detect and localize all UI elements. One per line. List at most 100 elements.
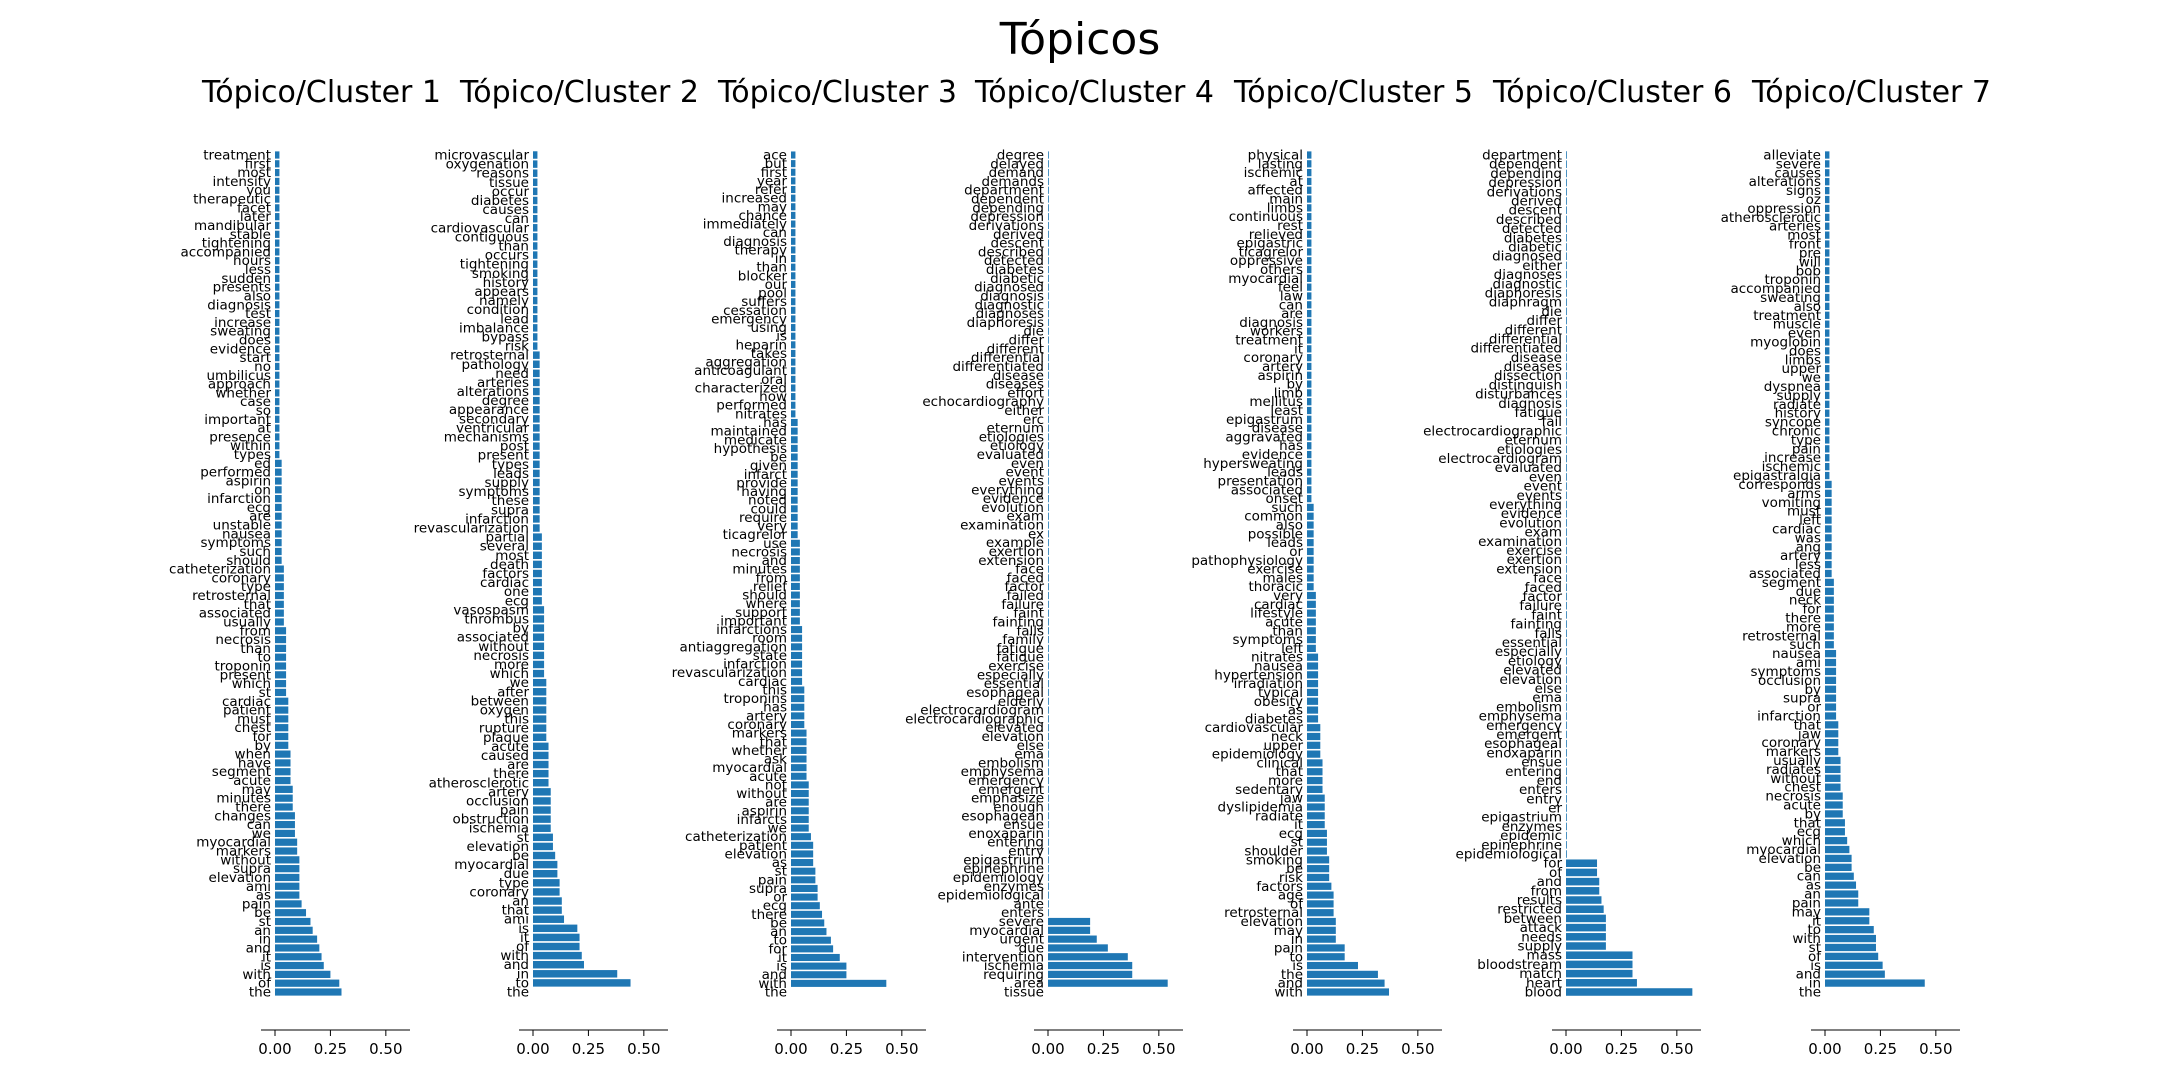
bar (533, 369, 540, 378)
bar-label: types (492, 457, 529, 473)
bar-label: males (1262, 570, 1303, 586)
bar-label: heart (1526, 975, 1562, 991)
bar (533, 469, 540, 478)
bar-label: acute (749, 769, 787, 785)
bar (533, 533, 542, 541)
bar-label: obesity (1254, 694, 1303, 710)
bar-label: be (1286, 861, 1303, 877)
bar (1825, 899, 1859, 907)
bar-label: supra (1783, 691, 1821, 707)
bar-label: supra (749, 881, 787, 897)
bar (1048, 829, 1049, 838)
bar-label: supra (491, 502, 529, 518)
bar (1825, 872, 1854, 880)
bar-label: ed (254, 456, 271, 472)
bar (1566, 887, 1600, 895)
bar-label: infarction (723, 657, 787, 673)
bar-label: enzymes (1502, 819, 1562, 835)
bar-label: elevated (1503, 663, 1562, 679)
bar-label: maintained (711, 424, 787, 440)
bar (1048, 221, 1049, 230)
bar-label: eternum (987, 421, 1044, 437)
bar-label: troponins (723, 691, 787, 707)
bar (791, 928, 827, 936)
bar-label: sudden (221, 271, 271, 287)
bar (1825, 178, 1830, 186)
bar-label: mandibular (194, 218, 271, 234)
bar (533, 951, 582, 960)
bar-label: infarction (465, 511, 529, 527)
bar (1825, 605, 1834, 613)
bar (1048, 248, 1049, 256)
bar-label: enters (1519, 782, 1562, 798)
bar (1048, 547, 1049, 556)
bar-label: others (1260, 262, 1303, 278)
bar (791, 393, 796, 401)
bar-label: tightening (460, 257, 529, 273)
bar (1048, 362, 1049, 371)
bar-label: disease (1252, 421, 1303, 437)
bar (791, 626, 803, 634)
bar-label: markers (1766, 744, 1821, 760)
bar-label: different (987, 341, 1044, 357)
bar-label: in (775, 251, 787, 267)
bar (1307, 177, 1312, 186)
bar (1048, 318, 1049, 327)
bar-label: emergency (1486, 718, 1562, 734)
bar (1566, 730, 1567, 739)
bar-label: is (1810, 958, 1821, 974)
bar-label: performed (716, 398, 787, 414)
bar-label: or (1807, 700, 1821, 716)
bar (275, 539, 282, 547)
bar-label: alterations (1749, 174, 1821, 190)
bar (533, 205, 538, 214)
bar-label: exercise (988, 659, 1044, 675)
bar-label: from (1531, 883, 1562, 899)
bar (533, 433, 540, 441)
bar-label: to (515, 975, 529, 991)
bar (275, 688, 287, 697)
bar-label: less (245, 262, 271, 278)
bar-label: due (1796, 584, 1821, 600)
bar-label: retrosternal (1224, 905, 1303, 921)
bar-label: as (256, 888, 271, 904)
bar (1825, 552, 1832, 560)
bar (791, 505, 798, 513)
bar (1825, 756, 1841, 765)
bar (1566, 721, 1567, 730)
bar-label: degree (482, 393, 529, 409)
bar-label: the (765, 985, 787, 1001)
bar (533, 515, 540, 523)
x-tick-label: 0.00 (1549, 1040, 1582, 1058)
bar-label: suffers (741, 294, 787, 310)
bar (1825, 409, 1830, 417)
bar (1048, 177, 1049, 186)
bar-label: dependent (1489, 157, 1562, 173)
bar (533, 587, 542, 596)
bar-label: types (234, 447, 271, 463)
bar (533, 633, 545, 641)
bar (275, 415, 280, 423)
bar (1307, 442, 1312, 450)
bar (791, 410, 796, 418)
bar-label: exercise (1247, 562, 1303, 578)
bar-label: diabetes (471, 193, 529, 209)
bar (1566, 565, 1567, 573)
bar-label: segment (212, 764, 271, 780)
bar-label: failure (1001, 597, 1044, 613)
bar (1307, 838, 1327, 846)
bar (1307, 415, 1312, 423)
bar-label: symptoms (201, 535, 271, 551)
bar-label: epidemiology (1212, 747, 1303, 763)
bar (791, 332, 796, 340)
bar (533, 415, 540, 423)
bar-label: occlusion (466, 793, 529, 809)
bar-label: patient (223, 703, 271, 719)
bar-label: ensue (1003, 817, 1044, 833)
bar-label: by (1804, 682, 1821, 698)
bar (1307, 635, 1316, 644)
bar-label: pain (1274, 940, 1303, 956)
bar-label: entry (1008, 844, 1044, 860)
bar (1566, 923, 1606, 932)
bar-label: sedentary (1235, 782, 1303, 798)
